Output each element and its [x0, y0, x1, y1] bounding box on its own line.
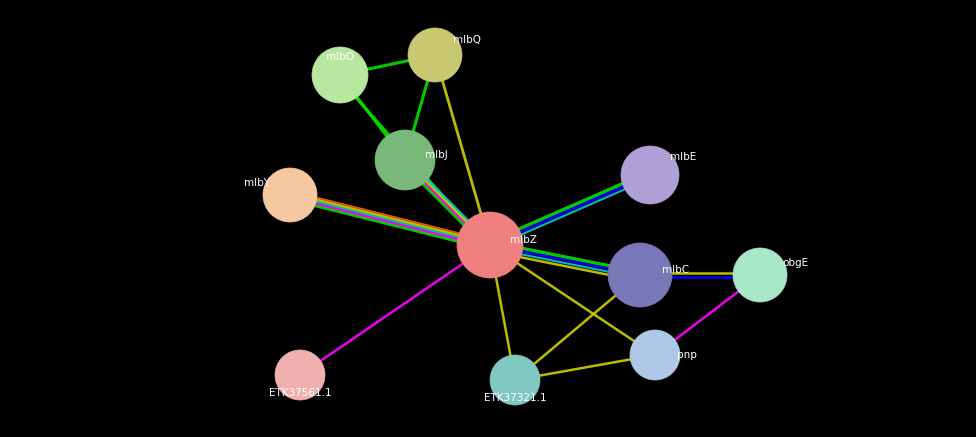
Text: ETK37321.1: ETK37321.1 [484, 393, 547, 403]
Text: mlbQ: mlbQ [453, 35, 481, 45]
Text: mlbZ: mlbZ [510, 235, 537, 245]
Text: mlbO: mlbO [326, 52, 354, 62]
Circle shape [457, 212, 523, 278]
Circle shape [733, 248, 787, 302]
Text: mlbY: mlbY [244, 178, 270, 188]
Circle shape [312, 47, 368, 103]
Text: ETK37561.1: ETK37561.1 [268, 388, 331, 398]
Circle shape [275, 350, 325, 400]
Circle shape [375, 130, 435, 190]
Text: mlbC: mlbC [662, 265, 689, 275]
Circle shape [490, 355, 540, 405]
Text: obgE: obgE [782, 258, 808, 268]
Text: mlbE: mlbE [670, 152, 696, 162]
Circle shape [630, 330, 680, 380]
Text: pnp: pnp [677, 350, 697, 360]
Circle shape [608, 243, 672, 307]
Circle shape [263, 168, 317, 222]
Circle shape [408, 28, 462, 82]
Circle shape [621, 146, 679, 204]
Text: mlbJ: mlbJ [425, 150, 448, 160]
